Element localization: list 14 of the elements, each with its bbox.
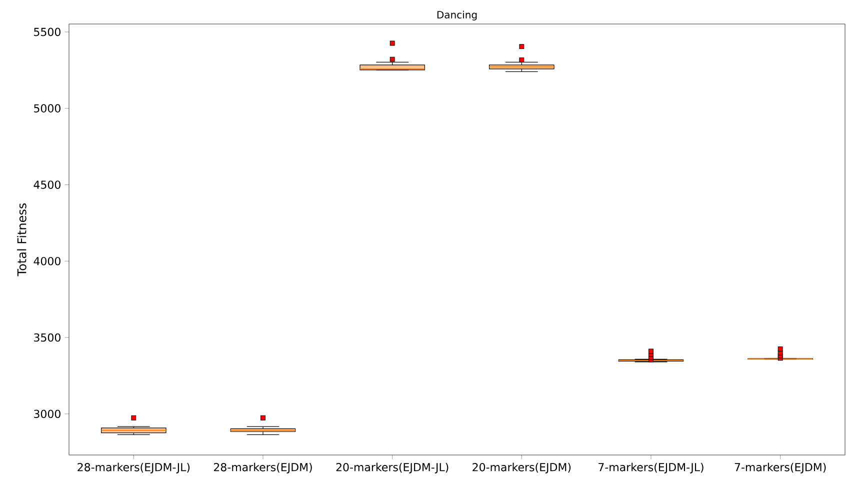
x-tick-label: 28-markers(EJDM-JL) — [78, 462, 190, 474]
x-tick-label: 28-markers(EJDM) — [214, 462, 312, 474]
x-tick-label: 20-markers(EJDM-JL) — [336, 462, 448, 474]
y-axis-title: Total Fitness — [17, 203, 26, 276]
y-tick-label: 4000 — [34, 256, 60, 266]
x-tick-label: 7-markers(EJDM) — [734, 462, 826, 474]
y-tick-label: 3000 — [34, 410, 60, 418]
y-tick-label: 5000 — [34, 104, 60, 112]
y-tick-label: 5500 — [34, 28, 60, 36]
x-tick-label: 20-markers(EJDM) — [472, 462, 571, 474]
y-tick-label: 4500 — [34, 180, 60, 189]
x-tick-label: 7-markers(EJDM-JL) — [598, 462, 704, 474]
y-tick-label: 3500 — [34, 333, 60, 342]
chart-title: Dancing — [437, 10, 477, 20]
